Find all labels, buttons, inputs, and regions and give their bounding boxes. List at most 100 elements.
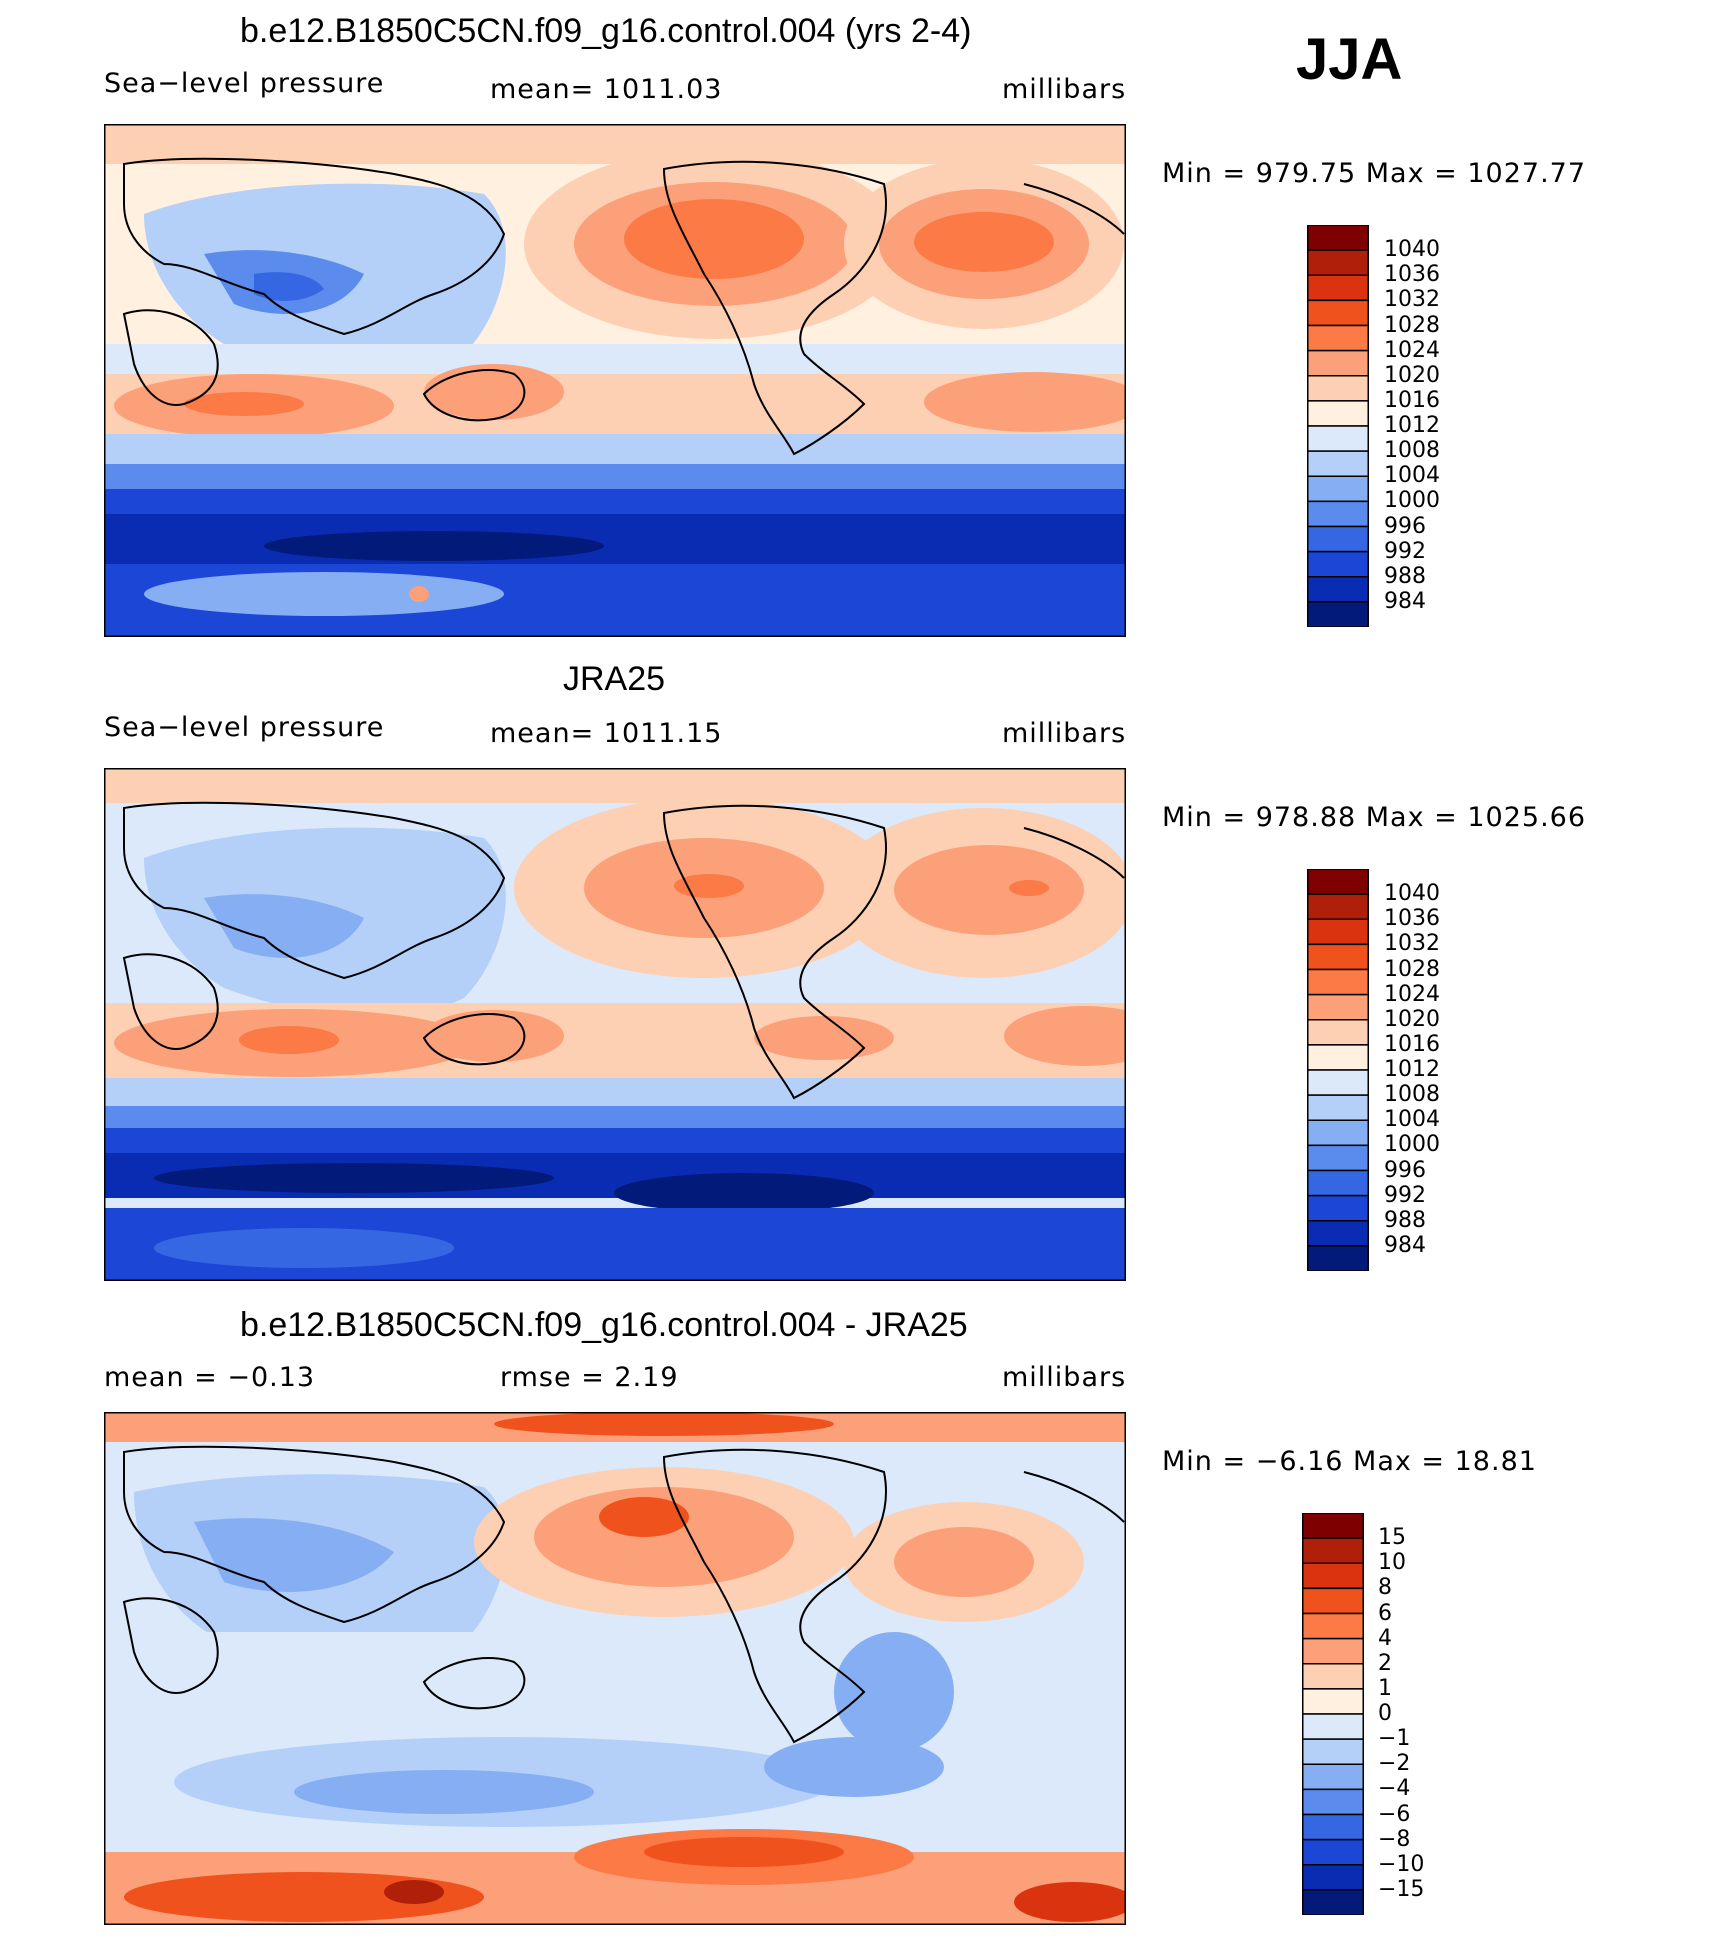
- colorbar-tick-label: 1008: [1384, 1082, 1440, 1108]
- southern-ocean-2: [104, 1106, 1126, 1128]
- south-pacific-high: [754, 1016, 894, 1060]
- colorbar-3: [1302, 1512, 1364, 1916]
- panel-3-map: [104, 1412, 1126, 1925]
- colorbar-tick-label: 1016: [1384, 1031, 1440, 1057]
- colorbar-swatch: [1307, 576, 1369, 603]
- colorbar-swatch: [1307, 1094, 1369, 1121]
- colorbar-2-labels: 1040 1036 1032 1028 1024 1020 1016 1012 1008 1004…: [1384, 869, 1484, 1271]
- colorbar-swatch: [1302, 1864, 1364, 1891]
- eurasia-negative-core: [194, 1518, 394, 1592]
- colorbar-swatch: [1302, 1813, 1364, 1841]
- southern-ocean-4: [104, 514, 1126, 564]
- colorbar-swatch: [1307, 993, 1369, 1021]
- colorbar-tick-label: 10: [1378, 1550, 1406, 1576]
- colorbar-tick-label: 1004: [1384, 1107, 1440, 1133]
- colorbar-swatch: [1307, 1194, 1369, 1222]
- colorbar-tick-label: 1020: [1384, 1006, 1440, 1032]
- coastlines: [122, 1445, 1125, 1744]
- colorbar-swatch: [1307, 299, 1369, 327]
- panel-1-map: [104, 124, 1126, 637]
- colorbar-swatch: [1307, 425, 1369, 452]
- colorbar-swatch: [1307, 525, 1369, 553]
- colorbar-swatch: [1302, 1512, 1364, 1539]
- colorbar-tick-label: 1032: [1384, 931, 1440, 957]
- band-north-pole: [104, 124, 1126, 164]
- colorbar-tick-label: 4: [1378, 1625, 1392, 1651]
- colorbar-swatch: [1307, 550, 1369, 578]
- panel-3-rmse: rmse = 2.19: [500, 1362, 679, 1393]
- colorbar-swatch: [1307, 1019, 1369, 1046]
- south-america-negative: [834, 1632, 954, 1752]
- azores-high-core: [1009, 880, 1049, 896]
- colorbar-swatch: [1307, 475, 1369, 503]
- panel-3-mean: mean = −0.13: [104, 1362, 316, 1393]
- southern-pacific-negative: [764, 1737, 944, 1797]
- panel-2-mean: mean= 1011.15: [490, 718, 723, 749]
- north-pacific-positive-core: [599, 1497, 689, 1537]
- colorbar-swatch: [1307, 450, 1369, 477]
- antarctic-positive-core: [644, 1837, 844, 1867]
- colorbar-tick-label: 1036: [1384, 906, 1440, 932]
- colorbar-tick-label: 984: [1384, 1232, 1426, 1258]
- south-atlantic-high: [924, 372, 1126, 432]
- antarctica-inner: [144, 572, 504, 616]
- colorbar-swatch: [1302, 1562, 1364, 1590]
- colorbar-tick-label: 15: [1378, 1525, 1406, 1551]
- panel-1-variable: Sea−level pressure: [104, 68, 385, 99]
- colorbar-swatch: [1307, 943, 1369, 971]
- band-north-pole: [104, 768, 1126, 803]
- colorbar-swatch: [1307, 224, 1369, 251]
- colorbar-swatch: [1307, 249, 1369, 276]
- colorbar-tick-label: 984: [1384, 588, 1426, 614]
- colorbar-tick-label: 992: [1384, 1182, 1426, 1208]
- colorbar-tick-label: 996: [1384, 513, 1426, 539]
- colorbar-swatch: [1307, 375, 1369, 402]
- panel-2-title: JRA25: [563, 660, 666, 698]
- north-pacific-high-core: [624, 199, 804, 279]
- colorbar-swatch: [1307, 1245, 1369, 1272]
- southern-ocean-core-2: [614, 1173, 874, 1213]
- colorbar-swatch: [1302, 1738, 1364, 1765]
- azores-high-core: [914, 212, 1054, 272]
- coastlines: [122, 157, 1125, 456]
- colorbar-tick-label: 1032: [1384, 287, 1440, 313]
- colorbar-swatch: [1302, 1889, 1364, 1916]
- antarctica-positive-east: [1014, 1882, 1126, 1922]
- southern-ocean-1: [104, 434, 1126, 464]
- colorbar-swatch: [1307, 400, 1369, 427]
- colorbar-tick-label: 1000: [1384, 488, 1440, 514]
- colorbar-swatch: [1302, 1637, 1364, 1665]
- colorbar-swatch: [1307, 893, 1369, 920]
- colorbar-tick-label: 1040: [1384, 881, 1440, 907]
- colorbar-tick-label: 0: [1378, 1701, 1392, 1726]
- antarctica-peak: [409, 586, 429, 602]
- south-pacific-high: [614, 380, 834, 428]
- colorbar-swatch: [1307, 349, 1369, 377]
- colorbar-tick-label: 988: [1384, 563, 1426, 589]
- colorbar-swatch: [1307, 918, 1369, 946]
- southern-ocean-1: [104, 1078, 1126, 1106]
- map-frame: [104, 1412, 1126, 1925]
- colorbar-swatch: [1307, 500, 1369, 528]
- antarctica-positive-peak: [384, 1880, 444, 1904]
- panel-1-units: millibars: [1002, 74, 1127, 105]
- colorbar-tick-label: 1028: [1384, 956, 1440, 982]
- colorbar-swatch: [1302, 1663, 1364, 1690]
- panel-3-minmax: Min = −6.16 Max = 18.81: [1162, 1446, 1537, 1477]
- colorbar-2: [1307, 868, 1369, 1272]
- colorbar-swatch: [1307, 1169, 1369, 1197]
- north-pacific-high-core: [674, 874, 744, 898]
- north-pacific-positive-mid: [534, 1487, 794, 1587]
- colorbar-tick-label: 6: [1378, 1600, 1392, 1626]
- colorbar-tick-label: 992: [1384, 538, 1426, 564]
- colorbar-swatch: [1307, 324, 1369, 352]
- south-atlantic-high: [1004, 1006, 1126, 1066]
- colorbar-tick-label: 1016: [1384, 387, 1440, 413]
- south-asia-deep-low: [254, 272, 324, 301]
- map-frame: [104, 768, 1126, 1281]
- australian-high: [424, 1010, 564, 1062]
- panel-2-variable: Sea−level pressure: [104, 712, 385, 743]
- colorbar-tick-label: 1008: [1384, 438, 1440, 464]
- panel-1-mean: mean= 1011.03: [490, 74, 723, 105]
- southern-ocean-core: [154, 1163, 554, 1193]
